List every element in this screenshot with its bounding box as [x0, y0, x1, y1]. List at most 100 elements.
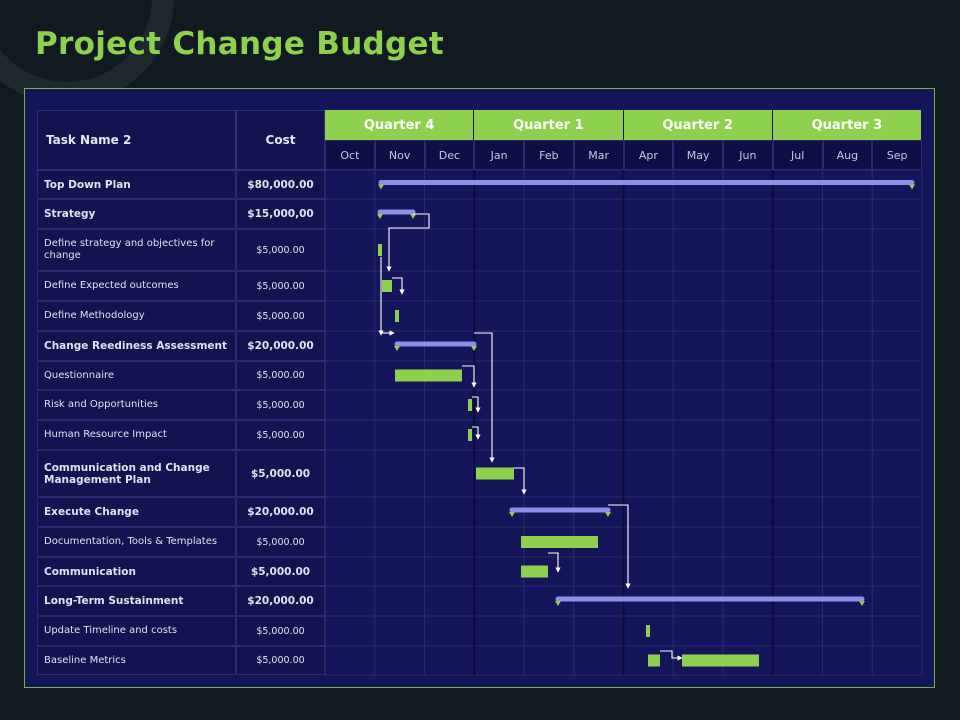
gantt-grid-cell	[573, 330, 624, 362]
task-bar	[468, 399, 472, 411]
task-name-cell: Communication and Change Management Plan	[37, 450, 236, 497]
gantt-grid-cell	[772, 526, 823, 558]
task-name-header: Task Name 2	[37, 110, 236, 170]
gantt-grid-cell	[871, 228, 923, 272]
gantt-grid-cell	[324, 645, 376, 676]
task-cost-cell: $5,000.00	[236, 271, 325, 301]
gantt-grid-cell	[523, 360, 575, 391]
gantt-grid-cell	[871, 360, 923, 391]
gantt-grid-cell	[623, 330, 674, 362]
quarter-header: Quarter 2	[623, 110, 773, 140]
summary-bar-end-marker	[605, 512, 611, 517]
task-name-cell: Define Methodology	[37, 301, 236, 331]
gantt-grid-cell	[623, 419, 674, 451]
gantt-grid-cell	[623, 496, 674, 528]
gantt-grid-cell	[573, 389, 624, 421]
month-header: Dec	[424, 140, 475, 170]
task-name-cell: Questionnaire	[37, 361, 236, 390]
gantt-grid-cell	[324, 615, 376, 647]
quarter-header: Quarter 1	[474, 110, 624, 140]
gantt-grid-cell	[424, 198, 475, 230]
gantt-grid-cell	[822, 419, 873, 451]
gantt-grid-cell	[722, 228, 774, 272]
task-bar	[378, 244, 382, 256]
gantt-grid-cell	[722, 556, 774, 587]
gantt-grid-cell	[722, 526, 774, 558]
gantt-grid-cell	[871, 585, 923, 617]
gantt-grid-cell	[324, 389, 376, 421]
gantt-grid-cell	[722, 360, 774, 391]
task-cost-cell: $5,000.00	[236, 616, 325, 646]
summary-bar-start-marker	[394, 346, 400, 351]
dependency-arrow	[472, 426, 481, 440]
gantt-grid-cell	[573, 228, 624, 272]
gantt-grid-cell	[672, 449, 724, 498]
gantt-grid-cell	[523, 270, 575, 302]
task-cost-cell: $15,000,00	[236, 199, 325, 229]
gantt-grid-cell	[772, 449, 823, 498]
task-cost-cell: $20,000.00	[236, 331, 325, 361]
gantt-grid-cell	[871, 198, 923, 230]
gantt-grid-cell	[623, 449, 674, 498]
gantt-grid-cell	[871, 330, 923, 362]
summary-bar-end-marker	[471, 346, 477, 351]
gantt-grid-cell	[822, 526, 873, 558]
gantt-grid-cell	[772, 419, 823, 451]
gantt-grid-cell	[523, 198, 575, 230]
gantt-grid-cell	[772, 198, 823, 230]
month-header: Aug	[822, 140, 873, 170]
gantt-grid-cell	[324, 360, 376, 391]
gantt-grid-cell	[573, 556, 624, 587]
dependency-arrow	[608, 504, 631, 589]
gantt-grid-cell	[871, 556, 923, 587]
task-name-cell: Change Reediness Assessment	[37, 331, 236, 361]
gantt-grid-cell	[424, 300, 475, 332]
gantt-grid-cell	[324, 169, 376, 200]
gantt-grid-cell	[573, 198, 624, 230]
gantt-grid-cell	[573, 360, 624, 391]
month-header: Jun	[723, 140, 773, 170]
task-bar	[395, 310, 399, 322]
task-cost-cell: $5,000.00	[236, 390, 325, 420]
gantt-grid-cell	[871, 389, 923, 421]
gantt-grid-cell	[424, 526, 475, 558]
gantt-grid-cell	[324, 198, 376, 230]
gantt-grid-cell	[374, 615, 425, 647]
gantt-grid-cell	[772, 645, 823, 676]
gantt-grid-cell	[672, 496, 724, 528]
gantt-grid-cell	[672, 615, 724, 647]
task-cost-cell: $5,000.00	[236, 527, 325, 557]
gantt-grid-cell	[623, 300, 674, 332]
task-cost-cell: $5,000.00	[236, 557, 325, 586]
gantt-grid-cell	[772, 615, 823, 647]
gantt-grid-cell	[623, 360, 674, 391]
gantt-grid-cell	[573, 300, 624, 332]
gantt-grid-cell	[772, 270, 823, 302]
gantt-grid-cell	[473, 645, 525, 676]
task-name-cell: Communication	[37, 557, 236, 586]
month-header: May	[673, 140, 723, 170]
gantt-grid-cell	[822, 645, 873, 676]
task-name-cell: Execute Change	[37, 497, 236, 527]
task-name-cell: Documentation, Tools & Templates	[37, 527, 236, 557]
gantt-grid-cell	[672, 228, 724, 272]
gantt-grid-cell	[324, 330, 376, 362]
task-cost-cell: $20,000.00	[236, 586, 325, 616]
gantt-grid-cell	[672, 300, 724, 332]
gantt-grid-cell	[772, 228, 823, 272]
gantt-grid-cell	[374, 300, 425, 332]
gantt-grid-cell	[424, 449, 475, 498]
gantt-grid-cell	[623, 389, 674, 421]
gantt-grid-cell	[424, 615, 475, 647]
gantt-grid-cell	[573, 645, 624, 676]
task-bar	[521, 565, 548, 578]
task-name-cell: Risk and Opportunities	[37, 390, 236, 420]
month-header: Mar	[573, 140, 624, 170]
gantt-grid-cell	[871, 300, 923, 332]
gantt-grid-cell	[822, 300, 873, 332]
gantt-grid-cell	[523, 615, 575, 647]
gantt-grid-cell	[573, 270, 624, 302]
gantt-grid-cell	[424, 270, 475, 302]
dependency-arrow	[514, 467, 527, 495]
gantt-grid-cell	[424, 419, 475, 451]
